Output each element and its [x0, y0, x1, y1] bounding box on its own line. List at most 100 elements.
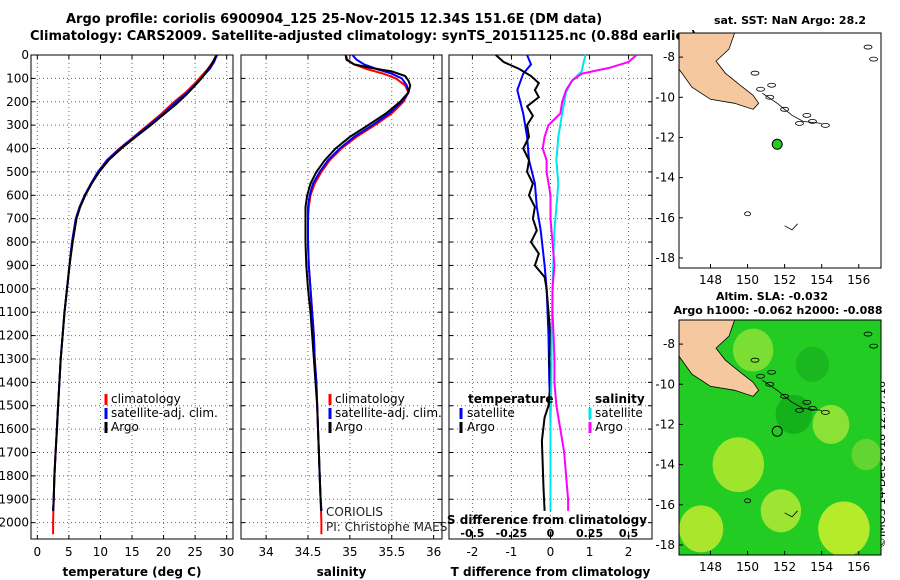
- coastline-island: [765, 94, 775, 100]
- map-y-tick-label: -8: [663, 50, 675, 64]
- legend-group-title: salinity: [595, 392, 645, 406]
- x-axis-label: salinity: [317, 565, 367, 579]
- map-y-tick-label: -18: [655, 538, 675, 552]
- y-tick-label: 0: [21, 48, 29, 62]
- y-tick-label: 2000: [0, 516, 29, 530]
- x-tick-label: 15: [124, 545, 139, 559]
- y-tick-label: 1000: [0, 282, 29, 296]
- annotation-line1: CORIOLIS: [326, 505, 383, 519]
- x-tick-label-secondary: 0.25: [576, 527, 603, 540]
- x-tick-label: 25: [187, 545, 202, 559]
- x-tick-label: 36: [426, 545, 441, 559]
- legend-label: climatology: [111, 392, 181, 406]
- sla-anomaly-blob: [732, 328, 774, 372]
- coastline-island: [767, 82, 777, 88]
- x-tick-label: 30: [219, 545, 234, 559]
- legend-label: Argo: [595, 420, 623, 434]
- x-tick-label: 35.5: [378, 545, 405, 559]
- coastline-reef: [744, 498, 751, 504]
- map-panel-map_sst: 148 150 152 154 156 -8 -10 -12 -14 -16 -18: [655, 32, 882, 287]
- legend-label: satellite-adj. clim.: [111, 406, 218, 420]
- x-axis-label: temperature (deg C): [63, 565, 202, 579]
- argo-float-marker: [771, 138, 783, 150]
- chart-title-line1: Argo profile: coriolis 6900904_125 25-No…: [66, 12, 603, 27]
- map-y-tick-label: -18: [655, 251, 675, 265]
- legend-label: Argo: [335, 420, 363, 434]
- y-tick-label: 200: [6, 95, 29, 109]
- coastline-archipelago: [762, 92, 822, 124]
- series-line-s_satellite: [549, 54, 587, 511]
- y-tick-label: 1200: [0, 329, 29, 343]
- profile-panel-salinity: 34 34.5 35 35.5 36 salinity climatologysatelli…: [240, 54, 447, 579]
- map-x-tick-label: 150: [736, 273, 759, 287]
- land-new-guinea: [679, 320, 760, 397]
- plot-frame: [240, 54, 443, 540]
- map-x-tick-label: 150: [736, 560, 759, 574]
- sla-anomaly-blob: [760, 489, 802, 533]
- coastline-island: [869, 56, 878, 62]
- profile-panel-difference: -2 -1 0 1 2 T difference from climatology temp…: [447, 54, 653, 579]
- x-tick-label: 34.5: [295, 545, 322, 559]
- legend-group-title: temperature: [468, 392, 553, 406]
- coastline-island: [780, 393, 790, 399]
- map-x-tick-label: 152: [773, 273, 796, 287]
- y-tick-label: 1300: [0, 352, 29, 366]
- map-frame: [678, 319, 882, 556]
- map-y-tick-label: -10: [655, 90, 675, 104]
- map-y-tick-label: -8: [663, 337, 675, 351]
- x-tick-label: 34: [258, 545, 273, 559]
- coastline-reef: [784, 510, 798, 518]
- x-tick-label: 35: [342, 545, 357, 559]
- series-line-climatology: [307, 54, 410, 535]
- map-x-tick-label: 154: [810, 560, 833, 574]
- x-tick-label: 0: [547, 545, 555, 559]
- map-x-tick-label: 148: [699, 560, 722, 574]
- sla-anomaly-blob: [795, 346, 829, 382]
- y-tick-label: 1900: [0, 492, 29, 506]
- coastline-island: [802, 112, 812, 118]
- coastline-island: [821, 409, 830, 415]
- argo-float-marker: [771, 425, 783, 437]
- map-y-tick-label: -10: [655, 377, 675, 391]
- x-axis-label: T difference from climatology: [451, 565, 651, 579]
- coastline-reef: [744, 211, 751, 217]
- legend-label: climatology: [335, 392, 405, 406]
- coastline-island: [802, 399, 812, 405]
- y-tick-label: 100: [6, 71, 29, 85]
- map-content: [679, 33, 881, 268]
- x-tick-label: 20: [156, 545, 171, 559]
- profile-panel-temperature: 0100200300400500600700800900100011001200…: [0, 48, 234, 579]
- legend-label: satellite-adj. clim.: [335, 406, 442, 420]
- x-tick-label: -1: [505, 545, 517, 559]
- y-tick-label: 600: [6, 188, 29, 202]
- y-tick-label: 700: [6, 212, 29, 226]
- series-line-climatology: [52, 54, 217, 535]
- x-tick-label-secondary: 0.5: [619, 527, 639, 540]
- coastline-island: [863, 331, 873, 337]
- y-tick-label: 300: [6, 118, 29, 132]
- x-tick-label: 10: [93, 545, 108, 559]
- x-tick-label: 2: [625, 545, 633, 559]
- coastline-island: [863, 44, 873, 50]
- coastline-island: [869, 343, 878, 349]
- map-y-tick-label: -14: [655, 458, 675, 472]
- y-tick-label: 1100: [0, 305, 29, 319]
- map-x-tick-label: 148: [699, 273, 722, 287]
- legend-label: Argo: [467, 420, 495, 434]
- x-axis-label-secondary: S difference from climatology: [447, 513, 647, 527]
- coastline-island: [808, 405, 817, 411]
- map-y-tick-label: -14: [655, 171, 675, 185]
- annotation-line2: PI: Christophe MAES: [326, 520, 447, 534]
- x-tick-label: -2: [466, 545, 478, 559]
- y-tick-label: 1700: [0, 445, 29, 459]
- map-y-tick-label: -12: [655, 417, 675, 431]
- map-sla-subtitle: Argo h1000: -0.062 h2000: -0.088: [673, 304, 883, 317]
- map-content: [679, 320, 881, 555]
- series-line-argo: [52, 54, 218, 511]
- y-tick-label: 1500: [0, 399, 29, 413]
- map-frame: [678, 32, 882, 269]
- map-sst-title: sat. SST: NaN Argo: 28.2: [713, 14, 867, 27]
- coastline-archipelago: [762, 379, 822, 411]
- map-y-tick-label: -12: [655, 130, 675, 144]
- coastline-island: [795, 407, 804, 413]
